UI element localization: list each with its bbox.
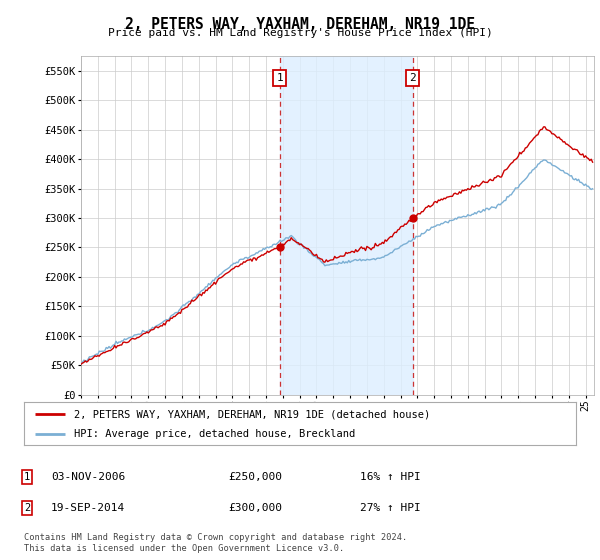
Text: HPI: Average price, detached house, Breckland: HPI: Average price, detached house, Brec… [74,430,355,440]
Text: £300,000: £300,000 [228,503,282,513]
Text: Contains HM Land Registry data © Crown copyright and database right 2024.
This d: Contains HM Land Registry data © Crown c… [24,533,407,553]
Text: 1: 1 [277,73,283,83]
Text: 2: 2 [24,503,30,513]
Text: Price paid vs. HM Land Registry's House Price Index (HPI): Price paid vs. HM Land Registry's House … [107,28,493,38]
Text: 2: 2 [409,73,416,83]
Text: 2, PETERS WAY, YAXHAM, DEREHAM, NR19 1DE (detached house): 2, PETERS WAY, YAXHAM, DEREHAM, NR19 1DE… [74,409,430,419]
Text: 2, PETERS WAY, YAXHAM, DEREHAM, NR19 1DE: 2, PETERS WAY, YAXHAM, DEREHAM, NR19 1DE [125,17,475,32]
Bar [280,56,413,395]
Text: £250,000: £250,000 [228,472,282,482]
Text: 1: 1 [24,472,30,482]
Text: 16% ↑ HPI: 16% ↑ HPI [360,472,421,482]
Text: 27% ↑ HPI: 27% ↑ HPI [360,503,421,513]
Text: 03-NOV-2006: 03-NOV-2006 [51,472,125,482]
Text: 19-SEP-2014: 19-SEP-2014 [51,503,125,513]
